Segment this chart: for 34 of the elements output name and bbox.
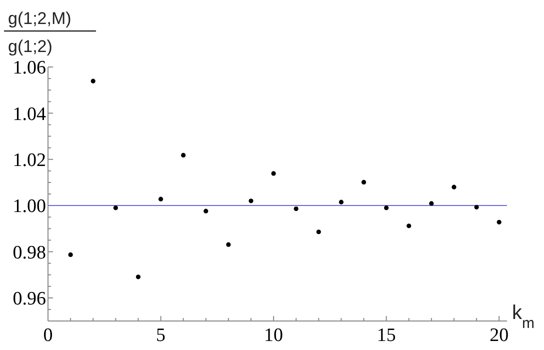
x-axis-title: k$_{m}$ bbox=[512, 302, 534, 332]
point bbox=[361, 180, 366, 185]
point bbox=[90, 78, 96, 84]
point bbox=[338, 200, 344, 204]
point bbox=[452, 184, 456, 190]
point bbox=[496, 220, 502, 224]
point bbox=[294, 206, 298, 212]
y-tick-label: 0.96 bbox=[12, 288, 46, 310]
x-tick-label: 0 bbox=[43, 325, 53, 346]
point bbox=[316, 230, 321, 234]
y-tick-label: 1.00 bbox=[12, 196, 46, 218]
point bbox=[406, 224, 412, 228]
point bbox=[158, 196, 164, 202]
point bbox=[113, 206, 118, 210]
point bbox=[429, 201, 434, 206]
y-axis-title: g(1;2,M) bbox=[8, 9, 72, 28]
x-tick-label: 15 bbox=[376, 325, 396, 346]
point bbox=[136, 274, 141, 280]
y-tick-label: 1.04 bbox=[12, 104, 46, 125]
text: g(1;2) bbox=[8, 37, 52, 56]
point bbox=[271, 171, 276, 176]
point bbox=[226, 242, 231, 247]
y-tick-label: 0.98 bbox=[12, 242, 46, 264]
y-tick-label: 1.02 bbox=[12, 150, 46, 172]
y-tick-label: 1.06 bbox=[12, 58, 46, 79]
x-tick-label: 20 bbox=[490, 325, 509, 346]
point bbox=[204, 208, 208, 214]
x-tick-label: 10 bbox=[264, 325, 284, 346]
point bbox=[384, 206, 389, 210]
point bbox=[474, 204, 479, 210]
point bbox=[68, 252, 73, 258]
point bbox=[181, 152, 186, 158]
point bbox=[248, 198, 254, 204]
x-tick-label: 5 bbox=[156, 325, 166, 346]
